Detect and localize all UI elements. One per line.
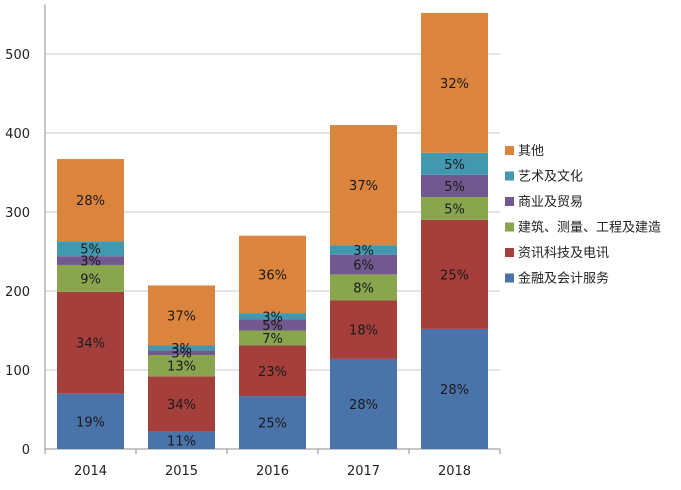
segment-data-label: 25% bbox=[440, 268, 469, 283]
bar-segment bbox=[239, 319, 306, 331]
segment-data-label: 13% bbox=[167, 360, 196, 375]
segment-data-label: 3% bbox=[262, 310, 283, 325]
legend-swatch bbox=[505, 171, 514, 181]
bar-segment bbox=[148, 354, 215, 377]
bar-segment bbox=[421, 219, 488, 329]
bar-segment bbox=[330, 245, 397, 255]
segment-data-label: 28% bbox=[349, 398, 378, 413]
bar-segment bbox=[330, 358, 397, 449]
bar-segment bbox=[57, 159, 124, 242]
segment-data-label: 7% bbox=[262, 332, 283, 347]
legend-label: 商业及贸易 bbox=[518, 195, 583, 210]
segment-data-label: 3% bbox=[171, 347, 192, 362]
bar-segment bbox=[57, 291, 124, 394]
segment-data-label: 5% bbox=[444, 180, 465, 195]
bar-segment bbox=[57, 264, 124, 292]
y-tick-label: 200 bbox=[5, 285, 30, 300]
legend-swatch bbox=[505, 248, 514, 257]
x-tick-label: 2016 bbox=[256, 464, 289, 479]
segment-data-label: 36% bbox=[258, 268, 287, 283]
segment-data-label: 34% bbox=[76, 337, 105, 352]
bar-segment bbox=[421, 196, 488, 220]
segment-data-label: 34% bbox=[167, 398, 196, 413]
bar-segment bbox=[239, 396, 306, 449]
legend-swatch bbox=[505, 273, 514, 283]
legend-swatch bbox=[505, 197, 514, 206]
bar-segment bbox=[330, 300, 397, 359]
x-tick-label: 2014 bbox=[74, 464, 107, 479]
bar-segment bbox=[57, 393, 124, 449]
bar-segment bbox=[421, 12, 488, 153]
y-tick-label: 100 bbox=[5, 364, 30, 379]
bar-segment bbox=[421, 328, 488, 449]
segment-data-label: 19% bbox=[76, 415, 105, 430]
segment-data-label: 5% bbox=[262, 319, 283, 334]
y-tick-label: 400 bbox=[5, 127, 30, 142]
segment-data-label: 3% bbox=[353, 244, 374, 259]
segment-data-label: 6% bbox=[353, 259, 374, 274]
x-tick-label: 2017 bbox=[347, 464, 380, 479]
segment-data-label: 3% bbox=[80, 255, 101, 270]
y-tick-label: 300 bbox=[5, 206, 30, 221]
legend-label: 金融及会计服务 bbox=[518, 271, 609, 287]
axes: 0 100 200 300 400 500 2014 2015 2016 2017 2018 bbox=[5, 4, 501, 479]
bar-segment bbox=[239, 330, 306, 346]
segment-data-label: 25% bbox=[258, 417, 287, 432]
segment-data-label: 8% bbox=[353, 281, 374, 296]
bar-segment bbox=[239, 313, 306, 320]
x-tick-label: 2018 bbox=[438, 464, 471, 479]
bar-segment bbox=[421, 152, 488, 175]
y-tick-label: 500 bbox=[5, 48, 30, 63]
segment-data-label: 23% bbox=[258, 365, 287, 380]
bar-segment bbox=[148, 350, 215, 355]
bar-segment bbox=[148, 431, 215, 449]
bar-segment bbox=[330, 125, 397, 246]
x-tick-label: 2015 bbox=[165, 464, 198, 479]
segment-data-label: 37% bbox=[167, 309, 196, 324]
y-tick-label: 0 bbox=[22, 443, 30, 458]
segment-labels: 19%34%9%3%5%28%11%34%13%3%3%37%25%23%7%5… bbox=[76, 77, 469, 449]
bar-segment bbox=[330, 254, 397, 275]
segment-data-label: 28% bbox=[76, 194, 105, 209]
bar-segment bbox=[239, 235, 306, 314]
bar-segment bbox=[148, 376, 215, 432]
bar-segment bbox=[330, 274, 397, 301]
segment-data-label: 9% bbox=[80, 272, 101, 287]
legend-swatch bbox=[505, 146, 514, 155]
bar-segment bbox=[57, 256, 124, 265]
segment-data-label: 28% bbox=[440, 383, 469, 398]
legend-label: 其他 bbox=[518, 144, 544, 159]
bar-segment bbox=[57, 241, 124, 257]
segment-data-label: 5% bbox=[80, 243, 101, 258]
legend-swatch bbox=[505, 222, 514, 232]
bar-segment bbox=[239, 345, 306, 397]
legend-label: 建筑、测量、工程及建造 bbox=[518, 220, 661, 236]
segment-data-label: 18% bbox=[349, 324, 378, 339]
legend-label: 资讯科技及电讯 bbox=[518, 246, 609, 261]
bars bbox=[57, 12, 488, 449]
bar-segment bbox=[421, 174, 488, 197]
segment-data-label: 5% bbox=[444, 158, 465, 173]
segment-data-label: 5% bbox=[444, 202, 465, 217]
segment-data-label: 32% bbox=[440, 77, 469, 92]
legend-label: 艺术及文化 bbox=[518, 170, 583, 185]
segment-data-label: 11% bbox=[167, 434, 196, 449]
segment-data-label: 37% bbox=[349, 179, 378, 194]
bar-segment bbox=[148, 285, 215, 346]
bar-segment bbox=[148, 345, 215, 351]
segment-data-label: 3% bbox=[171, 342, 192, 357]
watermark: 知乎 @BigBen2007 bbox=[465, 451, 625, 471]
